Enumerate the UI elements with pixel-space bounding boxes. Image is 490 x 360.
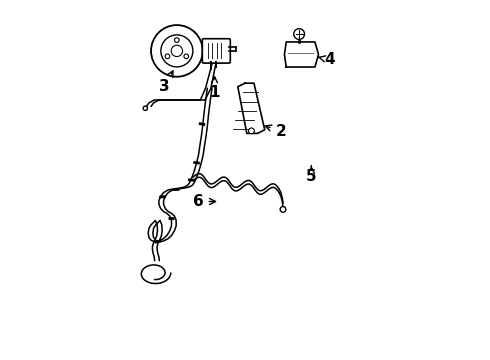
Circle shape bbox=[294, 29, 304, 40]
Circle shape bbox=[171, 45, 183, 57]
Circle shape bbox=[143, 106, 147, 111]
Circle shape bbox=[161, 35, 193, 67]
Circle shape bbox=[151, 25, 203, 77]
Circle shape bbox=[184, 54, 189, 59]
Circle shape bbox=[165, 54, 170, 59]
Text: 5: 5 bbox=[306, 166, 317, 184]
Text: 3: 3 bbox=[159, 71, 173, 94]
Text: 6: 6 bbox=[193, 194, 216, 209]
Circle shape bbox=[248, 128, 254, 134]
Text: 4: 4 bbox=[318, 52, 335, 67]
Text: 1: 1 bbox=[209, 77, 220, 100]
Circle shape bbox=[174, 38, 179, 42]
Polygon shape bbox=[238, 83, 265, 134]
Text: 2: 2 bbox=[265, 124, 286, 139]
FancyBboxPatch shape bbox=[202, 39, 230, 63]
Polygon shape bbox=[285, 42, 318, 67]
Circle shape bbox=[280, 207, 286, 212]
